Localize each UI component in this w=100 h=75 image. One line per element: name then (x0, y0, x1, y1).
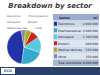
svg-text:Electronics: Electronics (7, 15, 21, 18)
svg-text:Sector: Sector (59, 15, 70, 19)
svg-text:Electronics: Electronics (58, 22, 75, 26)
svg-text:Aerospace: Aerospace (7, 21, 21, 24)
svg-text:1 300 000: 1 300 000 (83, 35, 98, 39)
svg-text:Other: Other (35, 27, 43, 30)
svg-text:m²: m² (94, 15, 99, 19)
svg-text:ECO: ECO (4, 69, 12, 73)
svg-text:Breakdown by sector: Breakdown by sector (8, 2, 92, 10)
svg-text:800 000: 800 000 (86, 41, 98, 45)
svg-text:4 000 000: 4 000 000 (83, 22, 98, 26)
svg-text:2 000 000: 2 000 000 (83, 28, 98, 32)
svg-text:Pharmaceutical: Pharmaceutical (29, 15, 49, 18)
svg-text:Other: Other (58, 54, 67, 58)
svg-text:Medical devices: Medical devices (7, 27, 28, 30)
svg-text:350 000: 350 000 (86, 54, 98, 58)
svg-text:Aerospace: Aerospace (58, 35, 74, 39)
svg-text:Total worldwide: Total worldwide (57, 61, 81, 65)
svg-text:Biotech: Biotech (28, 21, 38, 24)
svg-text:Pharmaceutical: Pharmaceutical (58, 28, 81, 32)
svg-text:Biotech: Biotech (58, 41, 69, 45)
svg-text:550 000: 550 000 (86, 48, 98, 52)
svg-text:9 000 000: 9 000 000 (83, 61, 98, 65)
svg-text:Medical devices: Medical devices (58, 48, 82, 52)
